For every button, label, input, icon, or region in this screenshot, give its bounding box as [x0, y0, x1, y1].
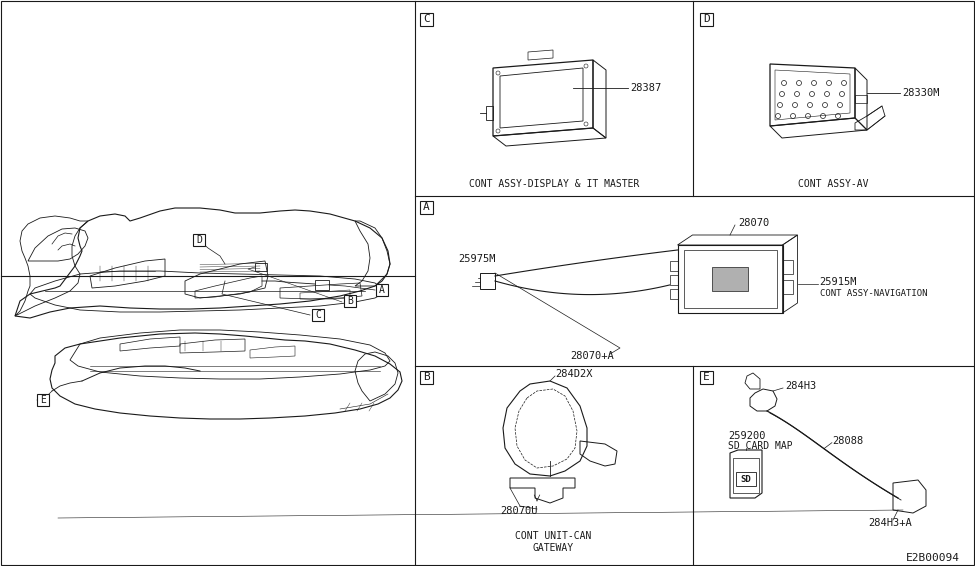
- Bar: [712, 267, 748, 291]
- Bar: [736, 472, 756, 486]
- Text: E: E: [703, 372, 710, 383]
- Text: 284D2X: 284D2X: [555, 369, 593, 379]
- Bar: [670, 275, 678, 285]
- Text: 28330M: 28330M: [902, 88, 940, 98]
- Text: B: B: [423, 372, 430, 383]
- Text: CONT ASSY-DISPLAY & IT MASTER: CONT ASSY-DISPLAY & IT MASTER: [469, 179, 640, 189]
- Bar: [700, 13, 713, 26]
- Text: 28387: 28387: [630, 83, 661, 93]
- Bar: [783, 280, 793, 294]
- Bar: [193, 234, 205, 246]
- Bar: [312, 309, 324, 321]
- Bar: [700, 371, 713, 384]
- Bar: [733, 458, 759, 493]
- Text: 28088: 28088: [832, 436, 863, 445]
- Bar: [420, 13, 433, 26]
- Text: 28070: 28070: [738, 218, 769, 228]
- Bar: [420, 201, 433, 214]
- Text: 259200: 259200: [728, 431, 765, 441]
- Text: D: D: [196, 235, 202, 245]
- Text: GATEWAY: GATEWAY: [532, 543, 573, 553]
- Bar: [315, 280, 329, 290]
- Text: 28070+A: 28070+A: [570, 351, 613, 361]
- Bar: [670, 261, 678, 271]
- Text: 28070U: 28070U: [500, 506, 537, 516]
- Text: A: A: [379, 285, 385, 295]
- Text: CONT ASSY-NAVIGATION: CONT ASSY-NAVIGATION: [820, 289, 927, 298]
- Bar: [783, 260, 793, 274]
- Text: C: C: [315, 310, 321, 320]
- Text: D: D: [703, 15, 710, 24]
- Bar: [420, 371, 433, 384]
- Bar: [255, 263, 267, 271]
- Text: 284H3+A: 284H3+A: [868, 518, 912, 528]
- Bar: [37, 394, 49, 406]
- Text: 25975M: 25975M: [458, 254, 495, 264]
- Text: 25915M: 25915M: [820, 277, 857, 287]
- Text: C: C: [423, 15, 430, 24]
- Text: B: B: [347, 296, 353, 306]
- Bar: [376, 284, 388, 296]
- Text: E: E: [40, 395, 46, 405]
- Text: SD CARD MAP: SD CARD MAP: [728, 441, 793, 451]
- Text: A: A: [423, 203, 430, 212]
- Bar: [855, 95, 867, 103]
- Bar: [670, 289, 678, 299]
- Bar: [344, 295, 356, 307]
- Text: CONT UNIT-CAN: CONT UNIT-CAN: [515, 531, 591, 541]
- Text: CONT ASSY-AV: CONT ASSY-AV: [798, 179, 869, 189]
- Text: SD: SD: [741, 474, 752, 483]
- Text: E2B00094: E2B00094: [906, 553, 960, 563]
- Text: 284H3: 284H3: [785, 381, 816, 391]
